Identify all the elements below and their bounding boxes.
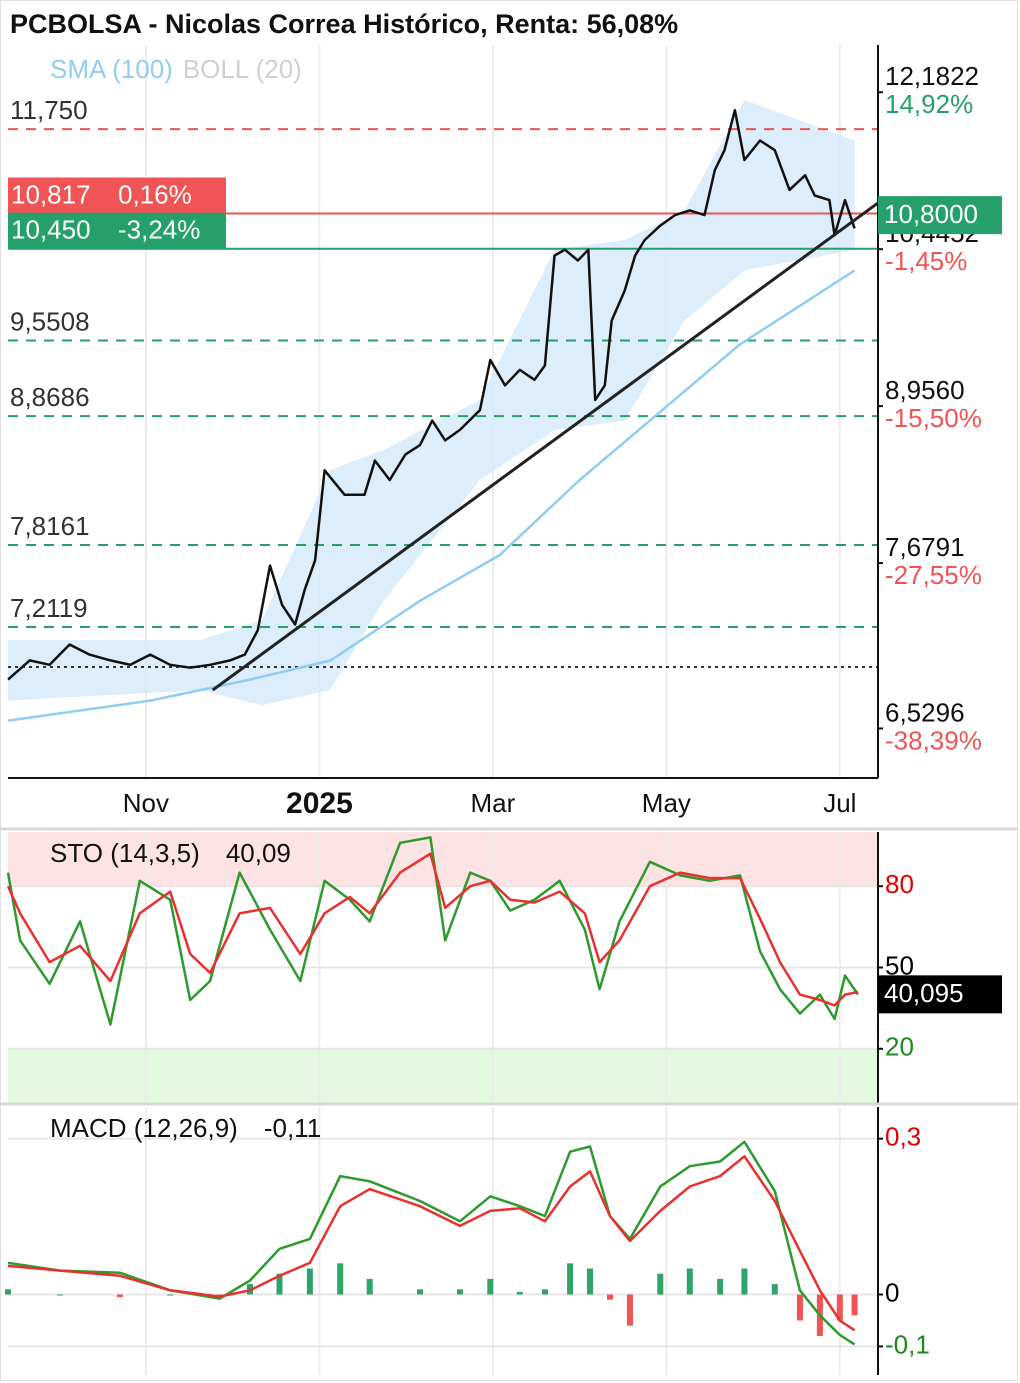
level-label: 11,750 — [10, 95, 88, 125]
series-line — [7, 269, 856, 722]
panel-value: -0,11 — [264, 1113, 321, 1143]
panel-value: 40,09 — [226, 838, 291, 868]
marker-box — [8, 212, 226, 249]
zone — [8, 1048, 878, 1103]
histogram-bar — [417, 1289, 424, 1295]
series-line — [7, 108, 856, 681]
title-bg — [2, 2, 878, 44]
histogram-bar — [606, 1294, 613, 1300]
series-line — [6, 836, 860, 1026]
histogram-bar — [487, 1278, 494, 1295]
marker-label: 10,450 — [11, 215, 91, 245]
y-tick-change: -38,39% — [885, 725, 982, 755]
histogram-bar — [541, 1289, 548, 1295]
histogram-bar — [567, 1263, 574, 1295]
histogram-bar — [276, 1273, 283, 1295]
histogram-bar — [587, 1268, 594, 1295]
legend-entry: BOLL (20) — [183, 54, 302, 84]
y-tick-label: 80 — [885, 869, 914, 899]
level-label: 7,2119 — [10, 593, 88, 623]
y-tick-label: 0,3 — [885, 1122, 921, 1152]
y-tick-label: 0 — [885, 1277, 899, 1307]
x-tick-label: Mar — [470, 788, 515, 818]
y-tick-change: -27,55% — [885, 560, 982, 590]
histogram-bar — [626, 1294, 633, 1326]
y-tick-label: 6,5296 — [885, 697, 965, 727]
last-value-label: 10,8000 — [884, 199, 978, 229]
trendline — [211, 201, 879, 692]
marker-label: 10,817 — [11, 179, 91, 209]
histogram-bar — [516, 1291, 523, 1295]
bollinger-band — [8, 100, 855, 706]
histogram-bar — [657, 1273, 664, 1295]
histogram-bar — [836, 1294, 843, 1321]
histogram-bar — [116, 1294, 123, 1298]
level-label: 9,5508 — [10, 306, 90, 336]
histogram-bar — [717, 1278, 724, 1295]
x-tick-label: May — [642, 788, 691, 818]
histogram-bar — [686, 1268, 693, 1295]
x-tick-label: 2025 — [286, 787, 353, 820]
level-label: 8,8686 — [10, 382, 90, 412]
histogram-bar — [337, 1263, 344, 1295]
histogram-bar — [57, 1294, 64, 1296]
histogram-bar — [456, 1289, 463, 1295]
y-tick-change: -1,45% — [885, 246, 967, 276]
histogram-bar — [796, 1294, 803, 1321]
panel-title: STO (14,3,5) — [50, 838, 200, 868]
x-tick-label: Jul — [823, 788, 856, 818]
histogram-bar — [167, 1294, 174, 1296]
histogram-bar — [306, 1268, 313, 1295]
level-label: 7,8161 — [10, 511, 90, 541]
y-tick-label: 20 — [885, 1032, 914, 1062]
last-value-box — [878, 975, 1002, 1014]
marker-change: -3,24% — [118, 215, 200, 245]
histogram-bar — [851, 1294, 858, 1316]
last-value-box — [878, 196, 1002, 235]
y-tick-label: 8,9560 — [885, 375, 965, 405]
histogram-bar — [5, 1289, 11, 1295]
y-tick-change: -15,50% — [885, 403, 982, 433]
series-line — [7, 1140, 856, 1346]
marker-change: 0,16% — [118, 179, 192, 209]
y-tick-label: 7,6791 — [885, 532, 965, 562]
chart-title: PCBOLSA - Nicolas Correa Histórico, Rent… — [10, 9, 678, 39]
y-tick-label: 12,1822 — [885, 61, 979, 91]
legend-entry: SMA (100) — [50, 54, 173, 84]
x-tick-label: Nov — [123, 788, 169, 818]
series-line — [7, 1155, 856, 1332]
panel-title: MACD (12,26,9) — [50, 1113, 238, 1143]
series-line — [6, 852, 859, 1007]
last-value-label: 40,095 — [884, 978, 964, 1008]
y-tick-change: 14,92% — [885, 89, 973, 119]
histogram-bar — [771, 1284, 778, 1295]
histogram-bar — [741, 1268, 748, 1295]
y-tick-label: -0,1 — [885, 1329, 930, 1359]
histogram-bar — [366, 1278, 373, 1295]
marker-box — [8, 177, 226, 214]
